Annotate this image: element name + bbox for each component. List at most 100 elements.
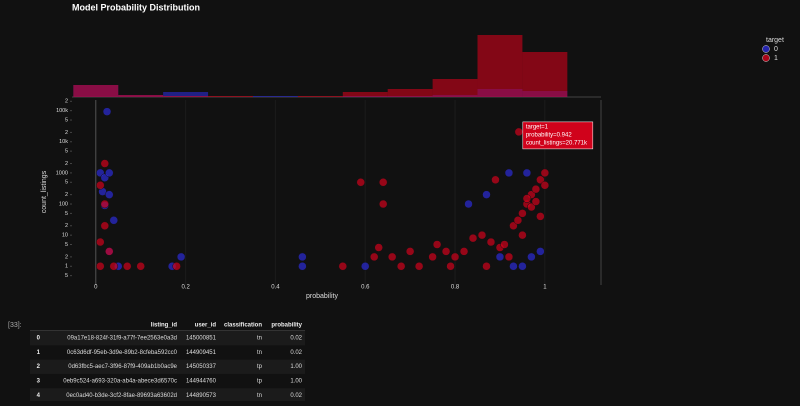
table-cell: 144944760 — [186, 378, 217, 384]
x-axis-title: probability — [306, 293, 338, 300]
table-cell: 1.00 — [290, 378, 302, 384]
y-tick-label: 100k — [56, 108, 68, 114]
scatter-point — [338, 262, 348, 271]
y-tick-label: 5 — [65, 180, 68, 186]
scatter-point — [468, 233, 478, 243]
y-tick-label: 5 — [65, 117, 68, 123]
row-index: 4 — [37, 393, 41, 399]
x-tick-label: 1 — [543, 285, 547, 291]
scatter-point — [109, 216, 119, 225]
table-header: listing_id — [151, 323, 178, 329]
scatter-point — [518, 230, 527, 240]
scatter-point — [514, 127, 524, 137]
scatter-point — [477, 230, 487, 240]
table-cell: 1.00 — [290, 364, 302, 370]
scatter-point — [136, 262, 145, 271]
row-index: 3 — [37, 378, 41, 384]
table-cell: 0eb9c524-a693-320a-ab4a-abece3d6570c — [63, 378, 177, 384]
y-tick-label: 2 — [65, 223, 68, 229]
y-tick-label: 1 — [65, 264, 68, 270]
scatter-point — [414, 262, 424, 271]
y-tick-label: 10 — [62, 233, 68, 239]
scatter-point — [513, 216, 523, 225]
histogram-bar — [73, 85, 119, 97]
table-cell: 0.02 — [290, 393, 302, 399]
scatter-point — [428, 252, 437, 262]
scatter-point — [522, 194, 532, 203]
scatter-point — [509, 262, 518, 271]
table-cell: 144890573 — [186, 393, 217, 399]
tooltip-text: target=1 — [526, 124, 549, 130]
table-cell: tp — [257, 364, 263, 370]
row-index: 1 — [37, 350, 41, 356]
x-tick-label: 0.2 — [181, 285, 190, 291]
scatter-point — [102, 107, 112, 116]
table-cell: 0.02 — [290, 336, 302, 342]
scatter-point — [464, 199, 473, 209]
scatter-point — [527, 202, 536, 212]
scatter-point — [446, 262, 455, 271]
scatter-point — [396, 262, 406, 271]
scatter-point — [105, 190, 114, 199]
histogram-bar — [477, 35, 523, 97]
scatter-point — [441, 247, 451, 256]
legend-label: 0 — [774, 46, 778, 53]
y-tick-label: 5 — [65, 273, 68, 279]
table-cell: 144909451 — [186, 350, 217, 356]
histogram-bar — [252, 96, 298, 97]
scatter-point — [536, 212, 545, 221]
scatter-point — [405, 247, 415, 256]
y-tick-label: 2 — [65, 99, 68, 105]
scatter-point — [374, 243, 383, 252]
scatter-point — [500, 240, 509, 249]
chart-title: Model Probability Distribution — [72, 2, 200, 12]
y-tick-label: 100 — [59, 201, 68, 207]
histogram-bar — [432, 79, 478, 97]
scatter-point — [369, 252, 379, 262]
table-cell: 0ec0ad40-b3de-3cf2-8fae-89693a63602d — [66, 393, 177, 399]
scatter-point — [96, 181, 105, 190]
histogram-bar — [522, 52, 568, 97]
y-tick-label: 2 — [65, 130, 68, 136]
scatter-point — [172, 262, 181, 271]
scatter-point — [105, 247, 114, 256]
legend-label: 1 — [774, 55, 778, 62]
table-cell: tn — [257, 393, 262, 399]
scatter-point — [360, 262, 370, 271]
scatter-point — [518, 262, 527, 271]
scatter-point — [100, 199, 110, 209]
scatter-point — [387, 252, 397, 262]
y-tick-label: 2 — [65, 254, 68, 260]
scatter-point — [491, 175, 500, 185]
x-tick-label: 0 — [94, 285, 98, 291]
legend-marker — [762, 45, 770, 53]
histogram-bar — [208, 96, 253, 97]
table-header: classification — [224, 323, 262, 329]
y-tick-label: 2 — [65, 192, 68, 198]
scatter-point — [536, 175, 545, 185]
scatter-point — [122, 262, 132, 271]
x-tick-label: 0.6 — [361, 285, 370, 291]
scatter-point — [495, 252, 505, 262]
histogram-bar — [163, 96, 209, 97]
scatter-point — [109, 262, 119, 271]
scatter-point — [518, 209, 527, 218]
scatter-point — [504, 252, 514, 262]
scatter-point — [527, 252, 536, 262]
histogram-bar — [118, 95, 164, 97]
table-row-bg — [30, 388, 305, 403]
table-cell: 09a17e18-824f-31f9-a77f-7ee2563e0a3d — [67, 336, 177, 342]
scatter-point — [509, 221, 518, 231]
scatter-point — [96, 237, 105, 247]
tooltip-text: count_listings=20.771k — [526, 140, 588, 146]
scatter-point — [531, 197, 541, 206]
scatter-point — [482, 262, 491, 271]
scatter-point — [540, 168, 550, 178]
scatter-point — [378, 178, 388, 187]
histogram-bar — [163, 92, 209, 97]
scatter-point — [176, 252, 186, 262]
y-tick-label: 2 — [65, 161, 68, 167]
table-cell: tn — [257, 350, 262, 356]
scatter-point — [432, 240, 442, 249]
